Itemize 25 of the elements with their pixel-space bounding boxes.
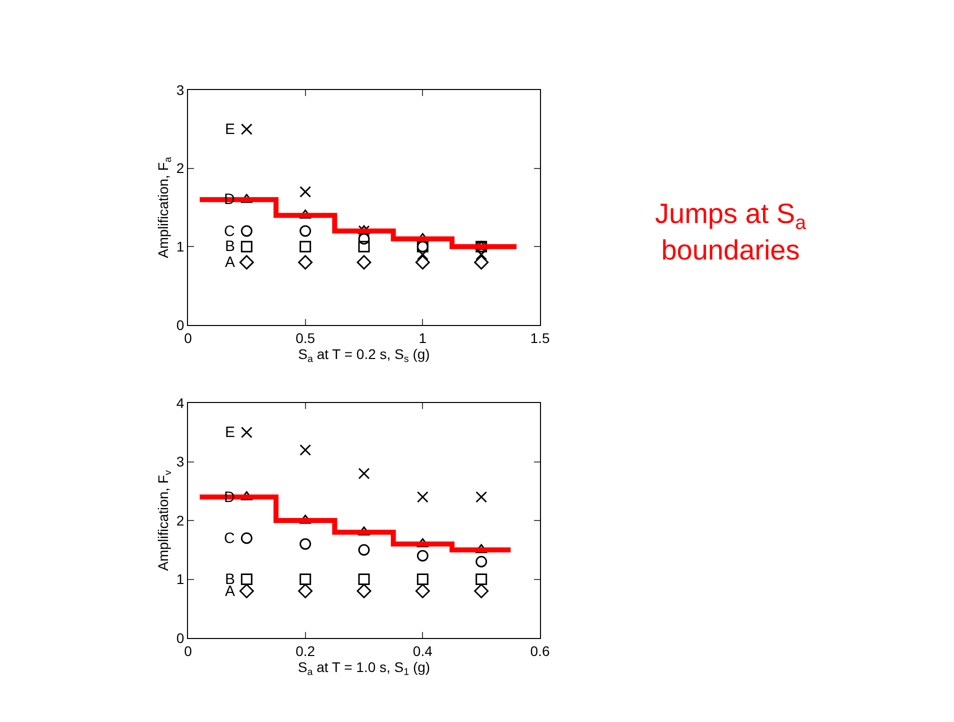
series-label: A	[225, 254, 236, 271]
y-tick-label: 2	[176, 160, 184, 176]
series-label: B	[225, 238, 236, 255]
x-axis-title: S$_{a}$ at T = 1.0 s, S$_{1}$ (g)	[298, 659, 430, 678]
series-label: C	[224, 530, 235, 547]
x-axis-title: S$_{a}$ at T = 0.2 s, S$_{s}$ (g)	[298, 346, 430, 366]
y-tick-label: 3	[176, 454, 184, 470]
x-tick-label: 0.2	[296, 642, 316, 659]
x-tick-label: 0.4	[412, 642, 433, 659]
y-tick-label: 1	[176, 238, 184, 255]
series-label: A	[225, 583, 236, 600]
y-tick-label: 4	[176, 394, 184, 411]
y-tick-label: 0	[176, 630, 184, 646]
series-label: E	[225, 424, 236, 441]
series-label: E	[225, 121, 236, 138]
series-label: C	[224, 223, 235, 240]
x-tick-label: 0.5	[296, 330, 316, 346]
x-tick-label: 1	[418, 330, 427, 346]
text: Jumps at S$_{a}$ boundaries	[655, 198, 806, 266]
y-tick-label: 0	[176, 316, 184, 333]
y-tick-label: 1	[176, 571, 184, 588]
x-tick-label: 0.6	[530, 642, 550, 659]
x-tick-label: 1.5	[530, 330, 550, 346]
y-tick-label: 2	[176, 512, 184, 528]
y-tick-label: 3	[176, 82, 184, 98]
